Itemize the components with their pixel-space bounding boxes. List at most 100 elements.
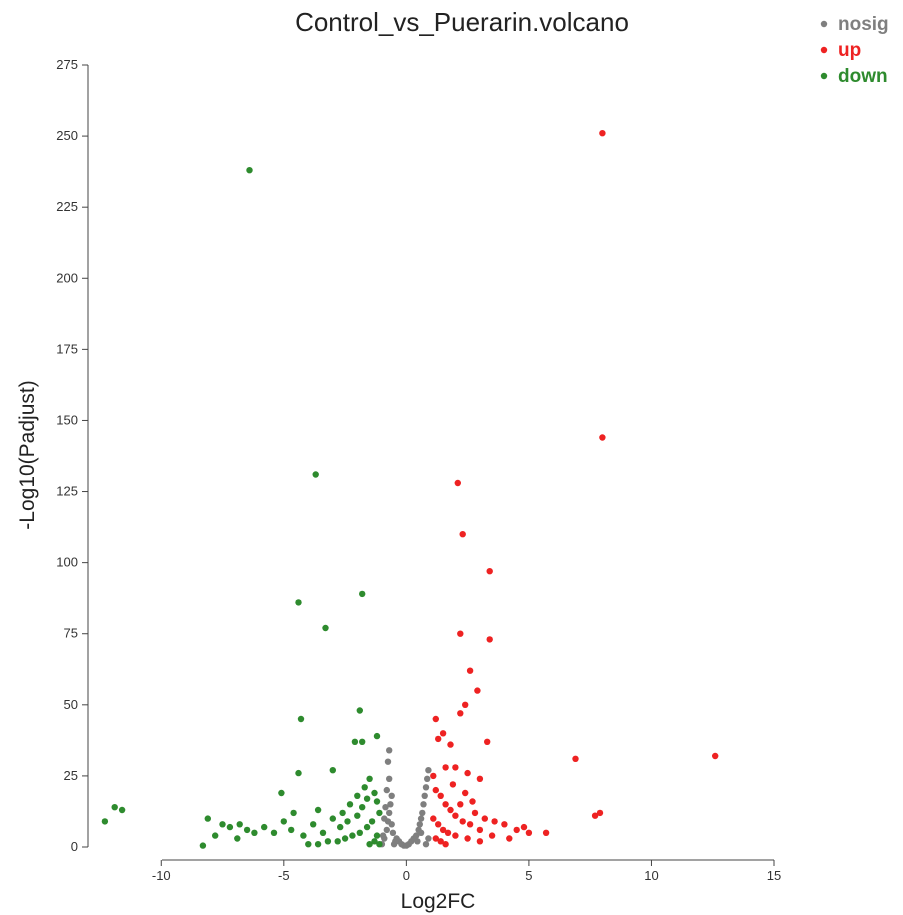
point-up — [466, 667, 474, 674]
point-down — [346, 801, 354, 808]
point-down — [371, 838, 378, 845]
point-up — [439, 730, 447, 737]
series-up — [430, 130, 719, 848]
point-down — [278, 789, 285, 797]
point-up — [599, 130, 606, 137]
point-up — [452, 832, 459, 839]
point-down — [376, 841, 383, 848]
point-up — [435, 821, 442, 828]
point-up — [457, 630, 464, 637]
point-up — [430, 772, 437, 780]
point-down — [236, 821, 243, 828]
point-nosig — [420, 801, 427, 808]
point-down — [366, 775, 373, 782]
point-up — [488, 832, 496, 839]
point-nosig — [417, 815, 425, 822]
point-down — [118, 806, 126, 814]
y-tick-label: 0 — [71, 839, 78, 854]
point-up — [459, 531, 466, 538]
point-down — [219, 821, 226, 828]
point-down — [351, 738, 359, 745]
x-tick-label: 10 — [644, 868, 658, 883]
point-up — [442, 801, 449, 808]
point-nosig — [386, 747, 393, 754]
legend-marker-down — [820, 72, 828, 80]
point-up — [430, 815, 437, 822]
point-nosig — [386, 775, 393, 782]
point-down — [373, 798, 381, 805]
data-points — [101, 130, 719, 849]
legend-label-up: up — [838, 40, 861, 61]
point-down — [290, 809, 297, 817]
point-up — [513, 826, 520, 834]
point-down — [376, 809, 383, 817]
point-up — [457, 710, 464, 717]
point-down — [363, 795, 371, 802]
legend: nosig up down — [820, 14, 889, 87]
point-down — [314, 806, 322, 814]
point-down — [334, 838, 341, 845]
point-up — [439, 826, 447, 834]
point-up — [449, 781, 457, 788]
x-tick-label: 15 — [767, 868, 781, 883]
point-up — [462, 789, 469, 797]
x-axis-title: Log2FC — [401, 890, 476, 913]
y-tick-label: 150 — [56, 412, 78, 427]
point-up — [501, 821, 508, 828]
point-up — [452, 812, 459, 819]
point-down — [280, 818, 287, 825]
point-up — [452, 764, 459, 771]
point-down — [361, 784, 368, 791]
point-down — [261, 823, 268, 831]
x-tick-label: 5 — [525, 868, 532, 883]
point-down — [288, 826, 295, 834]
point-up — [491, 818, 498, 825]
point-down — [359, 590, 366, 598]
point-nosig — [383, 826, 390, 834]
point-down — [204, 815, 211, 822]
point-down — [373, 832, 381, 839]
point-nosig — [416, 821, 423, 828]
point-down — [295, 769, 302, 777]
y-tick-label: 200 — [56, 270, 78, 285]
point-down — [356, 829, 363, 836]
point-up — [481, 815, 488, 822]
legend-label-nosig: nosig — [838, 14, 889, 35]
point-up — [447, 741, 454, 748]
point-nosig — [413, 832, 420, 839]
point-down — [101, 818, 109, 825]
point-down — [339, 809, 346, 817]
point-up — [442, 764, 449, 771]
x-tick-label: 0 — [403, 868, 410, 883]
point-nosig — [421, 792, 428, 799]
x-tick-label: -5 — [278, 868, 290, 883]
point-down — [234, 835, 241, 842]
point-down — [312, 471, 319, 478]
series-nosig — [378, 747, 432, 849]
point-up — [712, 752, 719, 760]
point-nosig — [392, 838, 399, 845]
y-tick-label: 75 — [64, 626, 78, 641]
point-up — [572, 755, 579, 762]
series-down — [101, 167, 383, 849]
point-nosig — [414, 838, 421, 845]
point-up — [476, 775, 484, 782]
point-down — [359, 738, 366, 745]
point-down — [300, 832, 307, 839]
point-nosig — [388, 821, 395, 828]
point-nosig — [384, 758, 392, 765]
point-down — [310, 821, 317, 828]
point-nosig — [379, 832, 387, 839]
point-down — [199, 842, 207, 849]
point-down — [329, 815, 336, 822]
point-up — [484, 738, 491, 745]
legend-marker-nosig — [820, 20, 828, 28]
y-tick-label: 175 — [56, 341, 78, 356]
y-axis-ticks: 0 25 50 75 100 125 150 175 200 225 250 275 — [56, 57, 88, 854]
point-up — [457, 801, 464, 808]
point-up — [596, 809, 604, 817]
point-up — [486, 636, 493, 643]
point-up — [437, 792, 444, 799]
point-up — [442, 841, 449, 848]
